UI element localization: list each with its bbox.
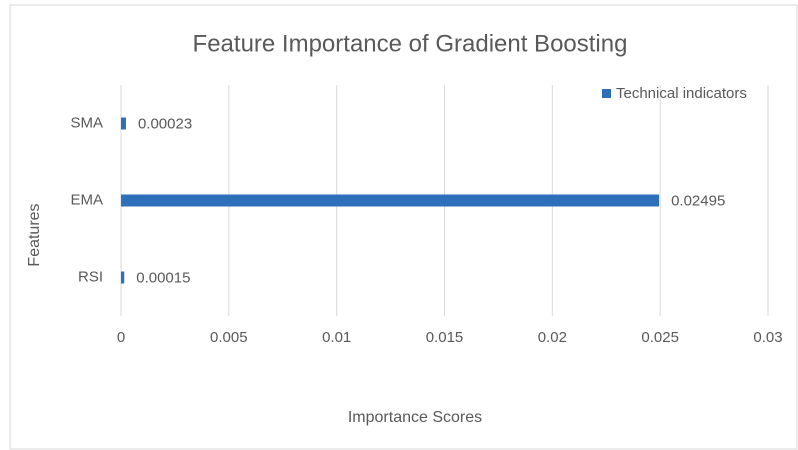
chart-border [9,4,798,450]
bar [121,194,660,207]
y-tick-label: SMA [70,114,103,131]
legend-label: Technical indicators [616,85,747,102]
x-tick-label: 0.02 [538,329,567,346]
y-axis-label: Features [26,203,43,266]
bar [121,271,125,284]
y-tick-label: EMA [70,191,103,208]
data-label: 0.02495 [671,192,725,209]
x-axis-label: Importance Scores [348,409,482,426]
x-tick-label: 0.005 [210,329,248,346]
y-tick-label: RSI [78,268,103,285]
x-tick-label: 0.015 [426,329,464,346]
x-tick-label: 0.025 [641,329,679,346]
legend-swatch [602,89,611,98]
x-tick-label: 0 [117,329,125,346]
x-tick-label: 0.01 [322,329,351,346]
bar [121,117,126,130]
x-tick-label: 0.03 [753,329,782,346]
chart-title: Feature Importance of Gradient Boosting [193,30,628,57]
data-label: 0.00023 [138,115,192,132]
data-label: 0.00015 [136,269,190,286]
